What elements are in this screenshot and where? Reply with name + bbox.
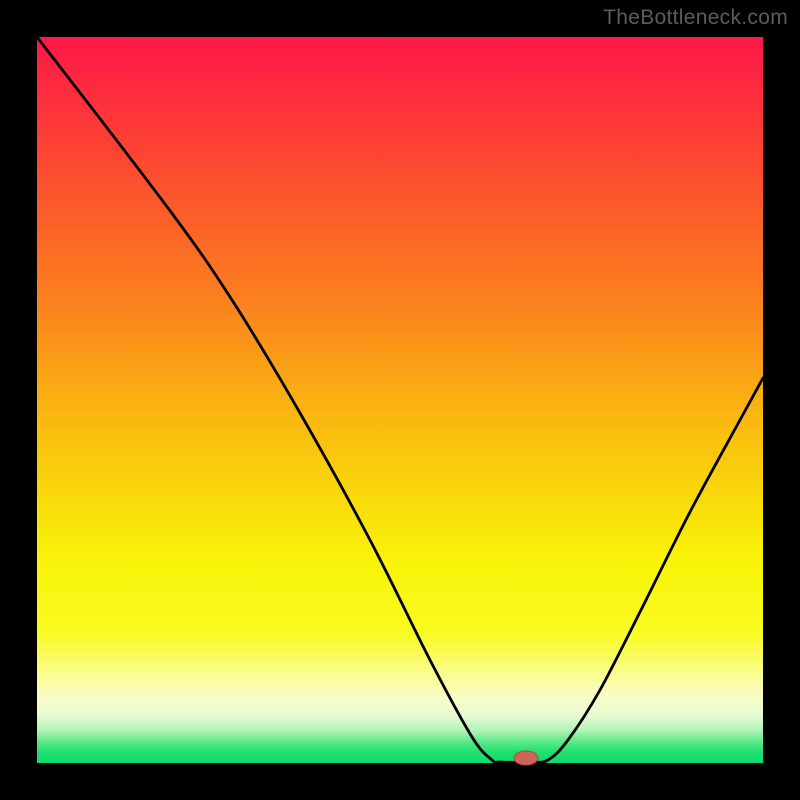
- bottleneck-chart: [0, 0, 800, 800]
- watermark-text: TheBottleneck.com: [603, 6, 788, 30]
- chart-gradient-background: [37, 37, 763, 763]
- optimum-marker: [514, 751, 538, 765]
